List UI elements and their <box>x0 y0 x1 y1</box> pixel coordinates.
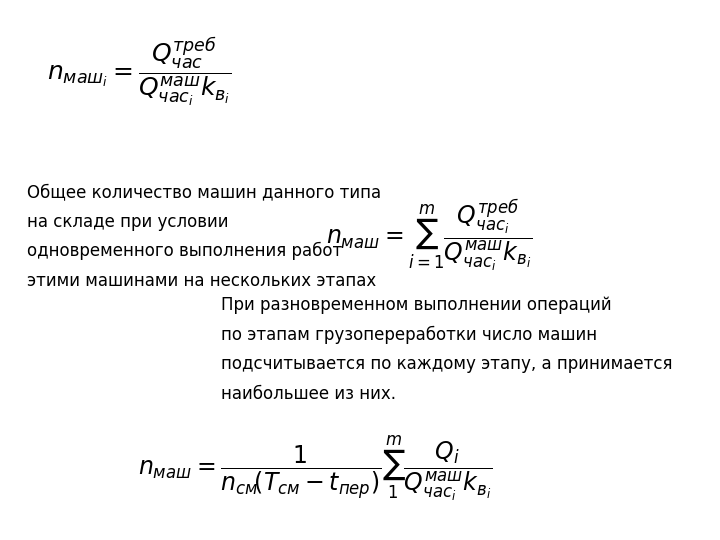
Text: на складе при условии: на складе при условии <box>27 213 228 231</box>
Text: этими машинами на нескольких этапах: этими машинами на нескольких этапах <box>27 272 376 290</box>
Text: $n_{\mathit{маш}_i} = \dfrac{Q_{\mathit{час}}^{\mathit{треб}}}{Q_{\mathit{час}_i: $n_{\mathit{маш}_i} = \dfrac{Q_{\mathit{… <box>48 35 232 107</box>
Text: наибольшее из них.: наибольшее из них. <box>221 384 396 402</box>
Text: одновременного выполнения работ: одновременного выполнения работ <box>27 242 342 260</box>
Text: $n_{\mathit{маш}} = \sum_{i=1}^{m} \dfrac{Q_{\mathit{час}_i}^{\mathit{треб}}}{Q_: $n_{\mathit{маш}} = \sum_{i=1}^{m} \dfra… <box>325 198 532 273</box>
Text: $n_{\mathit{маш}} = \dfrac{1}{n_{\mathit{см}}\!\left(T_{\mathit{см}} - t_{\mathi: $n_{\mathit{маш}} = \dfrac{1}{n_{\mathit… <box>138 434 492 504</box>
Text: по этапам грузопереработки число машин: по этапам грузопереработки число машин <box>221 325 598 343</box>
Text: При разновременном выполнении операций: При разновременном выполнении операций <box>221 296 612 314</box>
Text: Общее количество машин данного типа: Общее количество машин данного типа <box>27 183 381 201</box>
Text: подсчитывается по каждому этапу, а принимается: подсчитывается по каждому этапу, а прини… <box>221 355 672 373</box>
